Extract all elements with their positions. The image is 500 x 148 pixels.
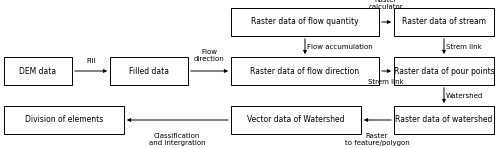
Text: Raster data of pour points: Raster data of pour points <box>394 66 494 75</box>
Text: DEM data: DEM data <box>20 66 57 75</box>
Bar <box>4 57 72 85</box>
Text: Raster data of watershed: Raster data of watershed <box>396 115 492 124</box>
Text: Raster data of flow direction: Raster data of flow direction <box>250 66 360 75</box>
Bar <box>4 106 124 134</box>
Bar <box>110 57 188 85</box>
Bar <box>231 106 361 134</box>
Text: Raster
to feature/polygon: Raster to feature/polygon <box>344 133 410 146</box>
Bar <box>394 106 494 134</box>
Text: Raster data of stream: Raster data of stream <box>402 17 486 26</box>
Bar <box>394 8 494 36</box>
Text: Strem link: Strem link <box>446 44 482 50</box>
Bar <box>231 57 379 85</box>
Text: Watershed: Watershed <box>446 93 483 99</box>
Bar <box>231 8 379 36</box>
Text: Strem link: Strem link <box>368 79 404 85</box>
Text: Raster data of flow quantity: Raster data of flow quantity <box>251 17 359 26</box>
Text: Division of elements: Division of elements <box>25 115 103 124</box>
Text: Flow accumulation: Flow accumulation <box>307 44 373 50</box>
Text: Vector data of Watershed: Vector data of Watershed <box>247 115 345 124</box>
Text: Fill: Fill <box>86 58 96 64</box>
Text: Filled data: Filled data <box>129 66 169 75</box>
Bar <box>394 57 494 85</box>
Text: Classification
and intergration: Classification and intergration <box>148 133 206 146</box>
Text: Raster
calculator: Raster calculator <box>368 0 404 10</box>
Text: Flow
direction: Flow direction <box>194 49 224 62</box>
